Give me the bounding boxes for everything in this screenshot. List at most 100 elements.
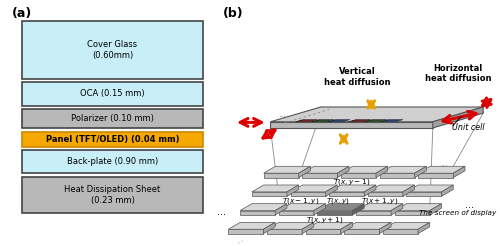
- Polygon shape: [228, 222, 275, 229]
- Polygon shape: [344, 222, 391, 229]
- Text: Cover Glass
(0.60mm): Cover Glass (0.60mm): [88, 40, 138, 60]
- Text: Horizontal
heat diffusion: Horizontal heat diffusion: [425, 63, 491, 83]
- Polygon shape: [267, 229, 302, 234]
- Polygon shape: [318, 204, 364, 211]
- Polygon shape: [380, 173, 414, 178]
- Polygon shape: [329, 192, 364, 196]
- Polygon shape: [296, 121, 314, 122]
- Polygon shape: [348, 121, 366, 122]
- Polygon shape: [352, 204, 364, 215]
- Bar: [22, 82, 203, 106]
- Polygon shape: [433, 107, 483, 128]
- Polygon shape: [418, 166, 465, 173]
- Polygon shape: [275, 204, 287, 215]
- Text: ...: ...: [472, 107, 480, 116]
- Text: ...: ...: [464, 200, 473, 210]
- Polygon shape: [252, 185, 298, 192]
- Polygon shape: [306, 229, 340, 234]
- Polygon shape: [383, 222, 430, 229]
- Polygon shape: [384, 120, 403, 121]
- Text: ...: ...: [278, 110, 285, 119]
- Polygon shape: [290, 185, 338, 192]
- Text: Polarizer (0.10 mm): Polarizer (0.10 mm): [71, 114, 154, 123]
- Polygon shape: [332, 120, 350, 121]
- Polygon shape: [328, 121, 346, 122]
- Polygon shape: [380, 222, 391, 234]
- Polygon shape: [364, 185, 376, 196]
- Text: $T(x,y+1)$: $T(x,y+1)$: [306, 215, 344, 225]
- Polygon shape: [264, 166, 310, 173]
- Polygon shape: [394, 204, 442, 211]
- Bar: [22, 177, 203, 213]
- Text: OCA (0.15 mm): OCA (0.15 mm): [80, 90, 145, 98]
- Text: (b): (b): [223, 7, 244, 20]
- Polygon shape: [341, 166, 388, 173]
- Polygon shape: [352, 120, 370, 121]
- Polygon shape: [430, 204, 442, 215]
- Polygon shape: [228, 229, 264, 234]
- Polygon shape: [418, 222, 430, 234]
- Polygon shape: [383, 229, 418, 234]
- Text: $T(x-1,y)$: $T(x-1,y)$: [282, 196, 320, 206]
- Polygon shape: [290, 192, 326, 196]
- Polygon shape: [326, 185, 338, 196]
- Polygon shape: [279, 204, 326, 211]
- Polygon shape: [302, 173, 338, 178]
- Polygon shape: [376, 166, 388, 178]
- Polygon shape: [442, 185, 453, 196]
- Polygon shape: [368, 192, 403, 196]
- Polygon shape: [414, 166, 426, 178]
- Polygon shape: [240, 211, 275, 215]
- Text: ...: ...: [234, 234, 245, 246]
- Polygon shape: [340, 222, 352, 234]
- Polygon shape: [264, 222, 275, 234]
- Polygon shape: [270, 107, 483, 122]
- Polygon shape: [381, 121, 399, 122]
- Polygon shape: [365, 121, 383, 122]
- Text: $T(x,y)$: $T(x,y)$: [326, 196, 350, 206]
- Polygon shape: [302, 222, 314, 234]
- Text: The screen of display: The screen of display: [418, 210, 496, 216]
- Polygon shape: [306, 222, 352, 229]
- Polygon shape: [368, 185, 414, 192]
- Polygon shape: [240, 204, 287, 211]
- Polygon shape: [418, 173, 453, 178]
- Polygon shape: [264, 173, 298, 178]
- Text: ...: ...: [440, 159, 448, 168]
- Bar: [22, 150, 203, 173]
- Polygon shape: [406, 185, 453, 192]
- Text: Back-plate (0.90 mm): Back-plate (0.90 mm): [67, 157, 158, 166]
- Polygon shape: [287, 185, 298, 196]
- Text: $T(x+1,y)$: $T(x+1,y)$: [361, 196, 398, 206]
- Polygon shape: [453, 166, 465, 178]
- Polygon shape: [338, 166, 349, 178]
- Polygon shape: [270, 122, 433, 128]
- Polygon shape: [344, 229, 380, 234]
- Polygon shape: [252, 192, 287, 196]
- Polygon shape: [403, 185, 414, 196]
- Polygon shape: [316, 120, 334, 121]
- Polygon shape: [298, 166, 310, 178]
- Bar: [22, 109, 203, 128]
- Text: Vertical
heat diffusion: Vertical heat diffusion: [324, 67, 390, 87]
- Polygon shape: [329, 185, 376, 192]
- Text: Unit cell: Unit cell: [452, 123, 485, 132]
- Text: (a): (a): [12, 7, 32, 20]
- Polygon shape: [312, 121, 330, 122]
- Polygon shape: [299, 120, 318, 121]
- Polygon shape: [394, 211, 430, 215]
- Polygon shape: [368, 120, 386, 121]
- Text: Panel (TFT/OLED) (0.04 mm): Panel (TFT/OLED) (0.04 mm): [46, 135, 179, 144]
- Polygon shape: [391, 204, 403, 215]
- Polygon shape: [356, 204, 403, 211]
- Bar: [22, 21, 203, 79]
- Text: $T(x,y-1)$: $T(x,y-1)$: [332, 177, 370, 187]
- Polygon shape: [380, 166, 426, 173]
- Polygon shape: [406, 192, 442, 196]
- Polygon shape: [341, 173, 376, 178]
- Polygon shape: [279, 211, 314, 215]
- Text: Heat Dissipation Sheet
(0.23 mm): Heat Dissipation Sheet (0.23 mm): [64, 185, 160, 205]
- Polygon shape: [314, 204, 326, 215]
- Polygon shape: [302, 166, 349, 173]
- Polygon shape: [356, 211, 391, 215]
